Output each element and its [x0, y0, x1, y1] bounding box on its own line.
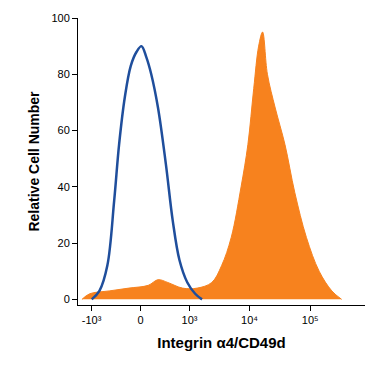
svg-text:Relative Cell Number: Relative Cell Number	[26, 91, 42, 232]
svg-text:80: 80	[58, 68, 70, 80]
svg-text:-10³: -10³	[82, 314, 102, 326]
svg-text:0: 0	[137, 314, 143, 326]
svg-text:10⁵: 10⁵	[302, 314, 319, 326]
svg-text:60: 60	[58, 124, 70, 136]
svg-text:0: 0	[64, 293, 70, 305]
svg-text:40: 40	[58, 181, 70, 193]
svg-text:10⁴: 10⁴	[241, 314, 258, 326]
svg-text:20: 20	[58, 237, 70, 249]
svg-text:10³: 10³	[182, 314, 198, 326]
svg-text:100: 100	[51, 12, 69, 24]
svg-text:Integrin α4/CD49d: Integrin α4/CD49d	[157, 334, 285, 351]
